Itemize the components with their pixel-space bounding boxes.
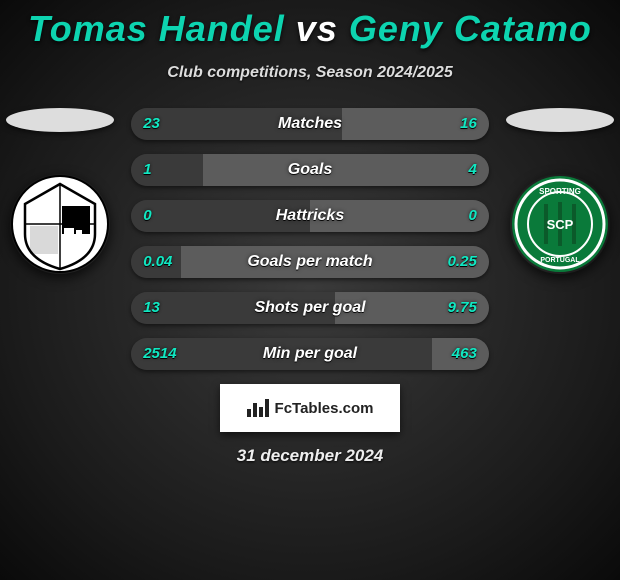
player2-name: Geny Catamo bbox=[349, 8, 592, 49]
stat-row: 23 Matches 16 bbox=[131, 108, 489, 140]
stat-value-right: 0 bbox=[468, 200, 476, 232]
stat-label: Shots per goal bbox=[131, 292, 489, 324]
svg-text:PORTUGAL: PORTUGAL bbox=[541, 257, 581, 264]
date-text: 31 december 2024 bbox=[0, 446, 620, 466]
stat-value-right: 4 bbox=[468, 154, 476, 186]
stat-label: Goals per match bbox=[131, 246, 489, 278]
stat-row: 1 Goals 4 bbox=[131, 154, 489, 186]
left-club-crest bbox=[10, 174, 110, 274]
source-text: FcTables.com bbox=[275, 400, 374, 417]
stat-bars: 23 Matches 16 1 Goals 4 0 Hattricks 0 0.… bbox=[131, 108, 489, 370]
stat-row: 0.04 Goals per match 0.25 bbox=[131, 246, 489, 278]
stat-value-right: 9.75 bbox=[448, 292, 477, 324]
stat-label: Matches bbox=[131, 108, 489, 140]
subtitle: Club competitions, Season 2024/2025 bbox=[0, 64, 620, 82]
stat-value-right: 463 bbox=[452, 338, 477, 370]
right-flag bbox=[506, 108, 614, 132]
vs-text: vs bbox=[296, 8, 338, 49]
right-side: SPORTING PORTUGAL SCP bbox=[501, 108, 620, 274]
left-flag bbox=[6, 108, 114, 132]
right-club-crest: SPORTING PORTUGAL SCP bbox=[510, 174, 610, 274]
stat-label: Min per goal bbox=[131, 338, 489, 370]
comparison-title: Tomas Handel vs Geny Catamo bbox=[0, 0, 620, 50]
stat-label: Hattricks bbox=[131, 200, 489, 232]
left-side bbox=[0, 108, 119, 274]
svg-text:SCP: SCP bbox=[547, 217, 574, 232]
main-content: 23 Matches 16 1 Goals 4 0 Hattricks 0 0.… bbox=[0, 108, 620, 370]
player1-name: Tomas Handel bbox=[28, 8, 285, 49]
svg-text:SPORTING: SPORTING bbox=[540, 187, 582, 196]
stat-label: Goals bbox=[131, 154, 489, 186]
chart-icon bbox=[247, 399, 269, 417]
stat-value-right: 0.25 bbox=[448, 246, 477, 278]
stat-value-right: 16 bbox=[460, 108, 477, 140]
source-badge: FcTables.com bbox=[220, 384, 400, 432]
stat-row: 2514 Min per goal 463 bbox=[131, 338, 489, 370]
stat-row: 13 Shots per goal 9.75 bbox=[131, 292, 489, 324]
stat-row: 0 Hattricks 0 bbox=[131, 200, 489, 232]
